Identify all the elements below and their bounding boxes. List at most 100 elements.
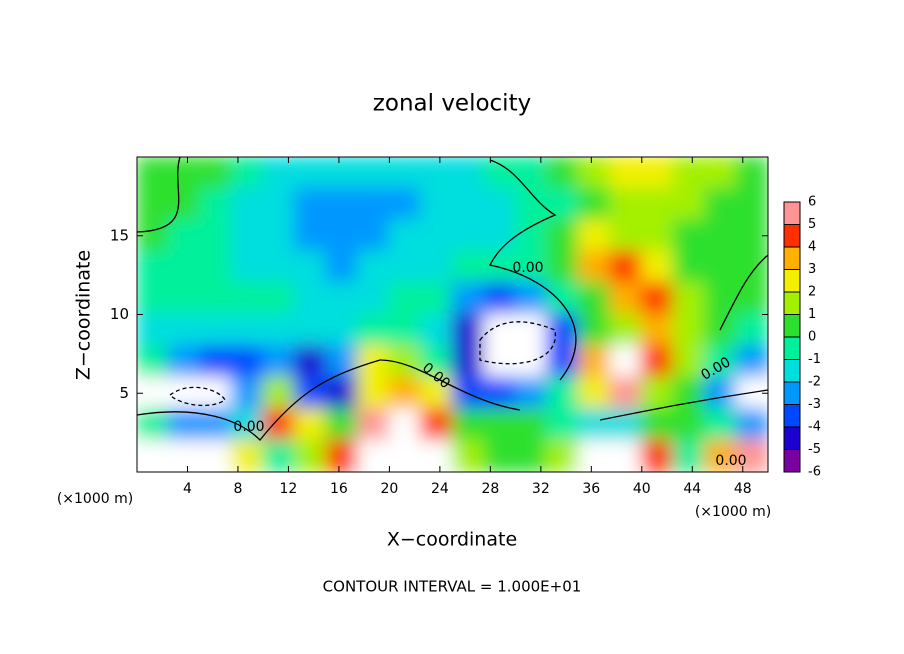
cell	[703, 439, 738, 472]
colorbar-tick-label: 4	[808, 240, 816, 255]
cell	[356, 157, 391, 190]
cell	[230, 376, 265, 410]
cell	[577, 408, 612, 442]
cell	[419, 313, 454, 347]
cell	[199, 250, 233, 284]
cell	[514, 313, 549, 347]
cell	[514, 187, 549, 221]
cell	[577, 439, 612, 472]
cell	[262, 219, 296, 253]
cell	[293, 345, 328, 379]
colorbar-tick-label: -4	[808, 420, 821, 435]
cell	[609, 219, 643, 253]
colorbar-swatch	[784, 202, 800, 225]
cell	[167, 219, 202, 253]
cell	[262, 313, 296, 347]
cell	[388, 250, 422, 284]
field	[137, 157, 768, 472]
x-tick-label: 4	[183, 481, 192, 497]
cell	[167, 313, 202, 347]
cell	[262, 376, 296, 410]
cell	[546, 313, 580, 347]
cell	[735, 345, 768, 379]
cell	[388, 439, 422, 472]
x-tick-label: 40	[633, 481, 651, 497]
cell	[703, 250, 738, 284]
cell	[451, 408, 486, 442]
cell	[356, 313, 391, 347]
cell	[388, 157, 422, 190]
cell	[293, 187, 328, 221]
cell	[609, 408, 643, 442]
cell	[735, 439, 768, 472]
cell	[356, 219, 391, 253]
cell	[325, 157, 359, 190]
colorbar-tick-label: 0	[808, 330, 816, 345]
y-axis-label: Z−coordinate	[73, 250, 95, 380]
cell	[419, 282, 454, 316]
cell	[514, 376, 549, 410]
cell	[577, 345, 612, 379]
cell	[419, 219, 454, 253]
x-tick-label: 16	[330, 481, 348, 497]
cell	[609, 313, 643, 347]
colorbar-tick-label: -6	[808, 465, 821, 480]
cell	[735, 282, 768, 316]
cell	[609, 439, 643, 472]
cell	[262, 250, 296, 284]
y-tick-label: 15	[110, 226, 129, 244]
cell	[451, 219, 486, 253]
cell	[419, 187, 454, 221]
contour-line	[719, 254, 768, 331]
colorbar-tick-label: -3	[808, 397, 821, 412]
colorbar-swatch	[784, 292, 800, 315]
cell	[546, 376, 580, 410]
cell	[137, 187, 170, 221]
cell	[262, 282, 296, 316]
cell	[703, 313, 738, 347]
cell	[577, 219, 612, 253]
cell	[483, 439, 517, 472]
cell	[356, 439, 391, 472]
cell	[703, 219, 738, 253]
cell	[230, 282, 265, 316]
cell	[199, 345, 233, 379]
cell	[293, 157, 328, 190]
x-tick-label: 24	[431, 481, 449, 497]
cell	[640, 219, 675, 253]
cell	[230, 219, 265, 253]
cell	[262, 408, 296, 442]
cell	[325, 250, 359, 284]
cell	[672, 219, 706, 253]
cell	[735, 157, 768, 190]
cell	[230, 345, 265, 379]
cell	[546, 219, 580, 253]
colorbar-swatch	[784, 247, 800, 270]
cell	[546, 282, 580, 316]
cell	[419, 439, 454, 472]
cell	[356, 282, 391, 316]
cell	[546, 408, 580, 442]
cell	[735, 187, 768, 221]
cell	[325, 408, 359, 442]
cell	[703, 187, 738, 221]
cell	[546, 157, 580, 190]
cell	[388, 408, 422, 442]
cell	[356, 250, 391, 284]
footnote: CONTOUR INTERVAL = 1.000E+01	[323, 578, 582, 596]
cell	[577, 282, 612, 316]
colorbar-tick-label: -1	[808, 352, 821, 367]
colorbar-swatch	[784, 427, 800, 450]
cell	[293, 376, 328, 410]
cell	[514, 345, 549, 379]
contour-line	[137, 157, 181, 233]
cell	[167, 439, 202, 472]
cell	[640, 408, 675, 442]
cell	[167, 408, 202, 442]
contour-line	[599, 389, 768, 421]
colorbar-swatch	[784, 449, 800, 472]
cell	[546, 250, 580, 284]
cell	[199, 408, 233, 442]
cell	[546, 187, 580, 221]
